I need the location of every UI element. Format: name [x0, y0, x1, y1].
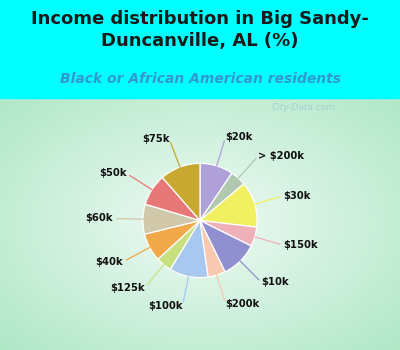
Text: $200k: $200k — [226, 299, 260, 309]
Wedge shape — [144, 220, 200, 259]
Text: Income distribution in Big Sandy-
Duncanville, AL (%): Income distribution in Big Sandy- Duncan… — [31, 10, 369, 50]
Text: $75k: $75k — [142, 134, 169, 144]
Text: $30k: $30k — [284, 191, 311, 201]
Text: City-Data.com: City-Data.com — [272, 103, 336, 112]
Wedge shape — [162, 163, 200, 220]
Polygon shape — [0, 0, 400, 98]
Text: $150k: $150k — [284, 240, 318, 250]
Text: $50k: $50k — [99, 168, 126, 178]
Text: $125k: $125k — [110, 283, 145, 293]
Wedge shape — [200, 220, 251, 272]
Wedge shape — [145, 177, 200, 220]
Text: Black or African American residents: Black or African American residents — [60, 72, 340, 86]
Wedge shape — [200, 184, 257, 227]
Wedge shape — [200, 220, 257, 246]
Wedge shape — [200, 173, 244, 220]
Wedge shape — [200, 163, 232, 220]
Wedge shape — [143, 204, 200, 234]
Wedge shape — [170, 220, 208, 278]
Text: > $200k: > $200k — [258, 151, 304, 161]
Text: $10k: $10k — [262, 278, 289, 287]
Text: $60k: $60k — [85, 214, 113, 223]
Text: $40k: $40k — [96, 257, 123, 267]
Wedge shape — [200, 220, 225, 277]
Text: $100k: $100k — [148, 301, 182, 311]
Wedge shape — [158, 220, 200, 269]
Text: $20k: $20k — [226, 132, 253, 142]
